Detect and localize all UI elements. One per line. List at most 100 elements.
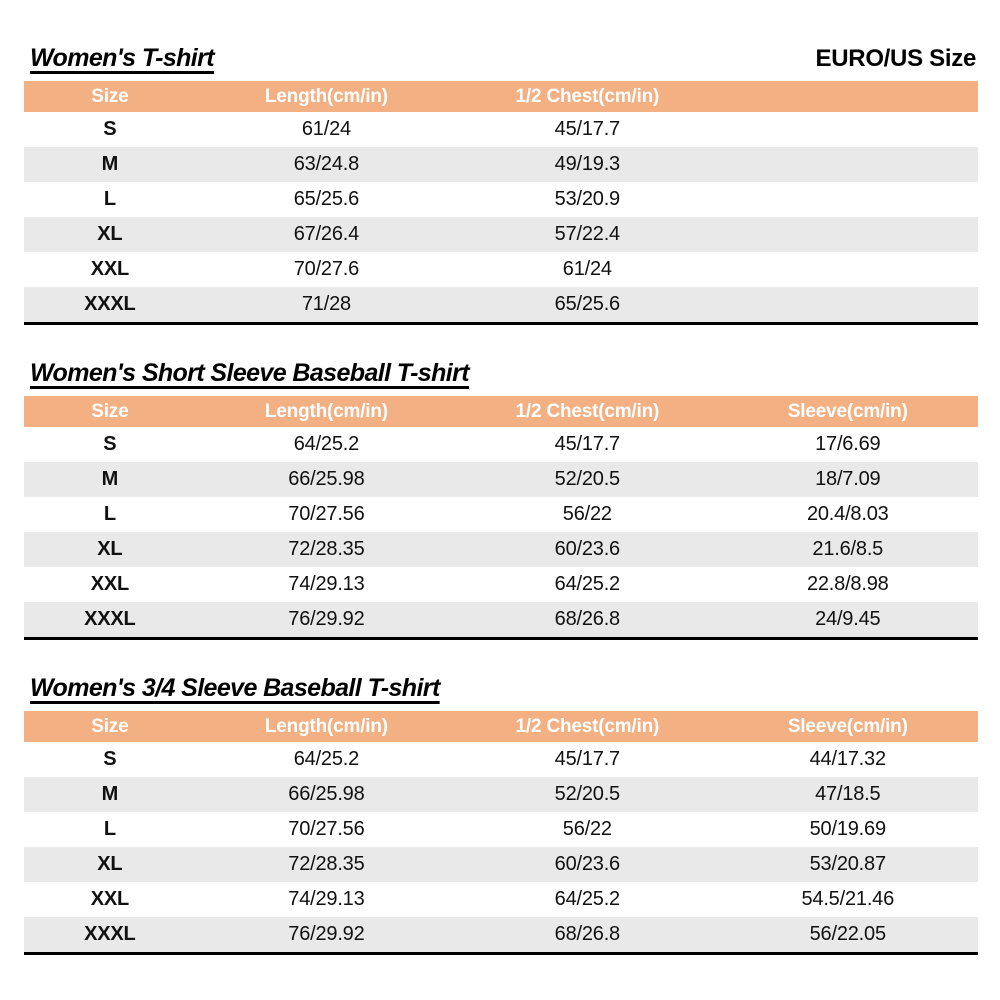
value-cell: 63/24.8	[293, 153, 360, 175]
table-row: L 70/27.56 56/22 20.4/8.03	[24, 497, 978, 532]
value-cell: 22.8/8.98	[806, 573, 889, 595]
value-cell: 45/17.7	[554, 433, 621, 455]
value-cell: 76/29.92	[288, 608, 365, 630]
value-cell: 70/27.56	[288, 503, 365, 525]
value-cell: 60/23.6	[554, 538, 621, 560]
size-cell: S	[103, 118, 117, 140]
size-cell: XL	[97, 538, 123, 560]
table-row: XXL 74/29.13 64/25.2 22.8/8.98	[24, 567, 978, 602]
value-cell: 74/29.13	[288, 888, 365, 910]
value-cell: 61/24	[301, 118, 351, 140]
value-cell: 56/22	[562, 818, 612, 840]
value-cell: 56/22.05	[809, 923, 886, 945]
value-cell	[718, 182, 978, 217]
column-header: Sleeve(cm/in)	[787, 715, 908, 737]
column-header: Size	[91, 715, 129, 737]
value-cell: 53/20.87	[809, 853, 886, 875]
value-cell: 50/19.69	[809, 818, 886, 840]
value-cell: 70/27.6	[293, 258, 360, 280]
size-cell: M	[101, 153, 119, 175]
column-header: 1/2 Chest(cm/in)	[515, 400, 660, 422]
table-title: Women's 3/4 Sleeve Baseball T-shirt	[30, 674, 440, 702]
size-cell: XXL	[90, 258, 129, 280]
table-row: M 66/25.98 52/20.5 47/18.5	[24, 777, 978, 812]
table-row: XXL 74/29.13 64/25.2 54.5/21.46	[24, 882, 978, 917]
column-header	[718, 81, 978, 112]
value-cell: 72/28.35	[288, 538, 365, 560]
value-cell: 17/6.69	[815, 433, 881, 455]
value-cell	[718, 287, 978, 322]
value-cell: 68/26.8	[554, 923, 621, 945]
size-cell: XL	[97, 223, 123, 245]
size-cell: M	[101, 468, 119, 490]
value-cell: 54.5/21.46	[801, 888, 895, 910]
section-three-quarter-sleeve-baseball: Women's 3/4 Sleeve Baseball T-shirt Size…	[24, 674, 978, 955]
size-table: Size Length(cm/in) 1/2 Chest(cm/in) S 61/24 4…	[24, 81, 978, 325]
value-cell: 52/20.5	[554, 783, 621, 805]
column-header: Size	[91, 85, 129, 107]
value-cell: 57/22.4	[554, 223, 621, 245]
column-header: Length(cm/in)	[264, 85, 388, 107]
value-cell	[718, 252, 978, 287]
value-cell: 64/25.2	[554, 573, 621, 595]
value-cell: 66/25.98	[288, 468, 365, 490]
size-cell: M	[101, 783, 119, 805]
value-cell: 53/20.9	[554, 188, 621, 210]
size-cell: L	[103, 503, 116, 525]
table-row: S 61/24 45/17.7	[24, 112, 978, 147]
size-cell: XXL	[90, 888, 129, 910]
title-row: Women's 3/4 Sleeve Baseball T-shirt	[30, 674, 976, 703]
column-header: 1/2 Chest(cm/in)	[515, 85, 660, 107]
value-cell: 76/29.92	[288, 923, 365, 945]
table-row: XXXL 71/28 65/25.6	[24, 287, 978, 322]
value-cell	[718, 217, 978, 252]
value-cell: 65/25.6	[293, 188, 360, 210]
table-row: XXXL 76/29.92 68/26.8 56/22.05	[24, 917, 978, 952]
size-table: Size Length(cm/in) 1/2 Chest(cm/in) Sleeve(…	[24, 396, 978, 640]
size-cell: XXL	[90, 573, 129, 595]
value-cell: 44/17.32	[809, 748, 886, 770]
size-cell: XL	[97, 853, 123, 875]
value-cell: 68/26.8	[554, 608, 621, 630]
value-cell	[718, 147, 978, 182]
value-cell: 71/28	[301, 293, 351, 315]
value-cell: 74/29.13	[288, 573, 365, 595]
value-cell: 64/25.2	[293, 433, 360, 455]
table-title: Women's T-shirt	[30, 44, 215, 72]
value-cell: 65/25.6	[554, 293, 621, 315]
size-cell: L	[103, 818, 116, 840]
column-header: 1/2 Chest(cm/in)	[515, 715, 660, 737]
size-cell: XXXL	[84, 608, 136, 630]
value-cell: 60/23.6	[554, 853, 621, 875]
size-table: Size Length(cm/in) 1/2 Chest(cm/in) Sleeve(…	[24, 711, 978, 955]
value-cell: 52/20.5	[554, 468, 621, 490]
value-cell: 45/17.7	[554, 118, 621, 140]
value-cell: 18/7.09	[815, 468, 881, 490]
size-cell: XXXL	[84, 923, 136, 945]
value-cell: 64/25.2	[293, 748, 360, 770]
table-row: S 64/25.2 45/17.7 44/17.32	[24, 742, 978, 777]
table-row: XXXL 76/29.92 68/26.8 24/9.45	[24, 602, 978, 637]
column-header: Size	[91, 400, 129, 422]
size-cell: L	[103, 188, 116, 210]
value-cell: 45/17.7	[554, 748, 621, 770]
value-cell: 56/22	[562, 503, 612, 525]
table-title: Women's Short Sleeve Baseball T-shirt	[30, 359, 470, 387]
table-row: XXL 70/27.6 61/24	[24, 252, 978, 287]
column-header: Length(cm/in)	[264, 715, 388, 737]
table-row: XL 72/28.35 60/23.6 21.6/8.5	[24, 532, 978, 567]
column-header: Sleeve(cm/in)	[787, 400, 908, 422]
table-header-row: Size Length(cm/in) 1/2 Chest(cm/in) Sleeve(…	[24, 396, 978, 427]
value-cell: 61/24	[562, 258, 612, 280]
size-standard-label: EURO/US Size	[815, 45, 977, 72]
table-row: M 63/24.8 49/19.3	[24, 147, 978, 182]
table-row: L 65/25.6 53/20.9	[24, 182, 978, 217]
section-short-sleeve-baseball: Women's Short Sleeve Baseball T-shirt Si…	[24, 359, 978, 640]
value-cell: 67/26.4	[293, 223, 360, 245]
column-header: Length(cm/in)	[264, 400, 388, 422]
table-header-row: Size Length(cm/in) 1/2 Chest(cm/in) Sleeve(…	[24, 711, 978, 742]
title-row: Women's Short Sleeve Baseball T-shirt	[30, 359, 976, 388]
value-cell: 66/25.98	[288, 783, 365, 805]
value-cell: 21.6/8.5	[812, 538, 884, 560]
size-cell: S	[103, 748, 117, 770]
